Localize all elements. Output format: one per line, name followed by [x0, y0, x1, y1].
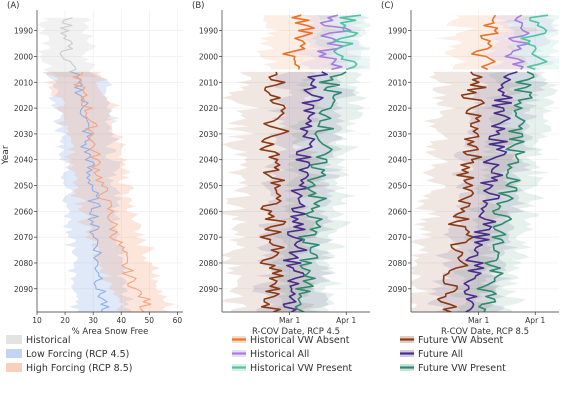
band-low-forcing-rcp-4-5-: [42, 71, 135, 312]
y-tick-label: 2090: [14, 285, 33, 294]
y-tick-label: 1990: [14, 27, 33, 36]
y-tick-label: 2010: [388, 78, 407, 87]
series-line-future-vw-absent: [437, 71, 487, 312]
y-tick-label: 2090: [388, 285, 407, 294]
panel-tag: (A): [7, 1, 19, 11]
y-tick-label: 2020: [388, 104, 407, 113]
legend-label: Historical VW Present: [250, 363, 352, 374]
y-tick-label: 2080: [199, 259, 218, 268]
y-tick-label: 2080: [14, 259, 33, 268]
legend-swatch: [6, 349, 22, 358]
x-tick-label: 10: [32, 316, 42, 325]
band-future-vw-absent: [411, 71, 528, 312]
panel-tag: (C): [381, 1, 394, 11]
plot-area: [37, 17, 176, 312]
series-line-historical-all: [317, 14, 352, 71]
x-axis-label: % Area Snow Free: [72, 327, 149, 337]
y-tick-label: 2020: [199, 104, 218, 113]
y-tick-label: 2000: [14, 52, 33, 61]
x-tick-label: 50: [145, 316, 155, 325]
series-line-high-forcing-rcp-8-5-: [72, 71, 152, 312]
series-line-future-all: [463, 71, 518, 312]
x-tick-label: 30: [88, 316, 98, 325]
series-line-future-all: [282, 71, 328, 312]
legend-label: Historical VW Absent: [250, 335, 350, 346]
y-tick-label: 2070: [199, 233, 218, 242]
legend-label: Historical: [26, 335, 71, 346]
y-axis-label: Year: [1, 145, 11, 165]
y-tick-label: 2060: [14, 207, 33, 216]
x-tick-label: Apr 1: [336, 316, 356, 325]
band-high-forcing-rcp-8-5-: [43, 71, 176, 312]
band-future-vw-absent: [222, 71, 329, 312]
y-tick-label: 2030: [14, 130, 33, 139]
y-tick-label: 2040: [199, 156, 218, 165]
y-tick-label: 2070: [388, 233, 407, 242]
y-tick-label: 2050: [388, 182, 407, 191]
y-tick-label: 2040: [14, 156, 33, 165]
series-line-future-vw-present: [294, 71, 347, 312]
y-tick-label: 2020: [14, 104, 33, 113]
series-line-future-vw-absent: [259, 71, 290, 312]
x-tick-label: Mar 1: [468, 316, 490, 325]
series-line-historical-vw-absent: [471, 14, 499, 71]
y-tick-label: 2060: [199, 207, 218, 216]
plot-area: [411, 14, 559, 312]
panel-A: 1990200020102020203020402050206020702080…: [7, 1, 183, 337]
y-tick-label: 2030: [199, 130, 218, 139]
panel-B: 1990 2000 2010 2020 2030 2040 2050 2060 2070 2080…: [192, 1, 370, 337]
y-tick-label: 2080: [388, 259, 407, 268]
x-tick-label: 40: [116, 316, 126, 325]
legend-swatch: [6, 335, 22, 344]
y-tick-label: 2000: [388, 52, 407, 61]
y-tick-label: 2010: [14, 78, 33, 87]
series-line-historical-all: [504, 14, 531, 70]
panel-C: 1990 2000 2010 2020 2030 2040 2050 2060 2070 2080…: [381, 1, 559, 337]
series-line-historical-vw-present: [520, 14, 549, 71]
x-tick-label: 60: [173, 316, 183, 325]
y-tick-label: 2050: [14, 182, 33, 191]
series-line-low-forcing-rcp-4-5-: [70, 71, 110, 312]
series-line-historical-vw-present: [333, 14, 362, 71]
x-tick-label: Apr 1: [525, 316, 545, 325]
x-tick-label: Mar 1: [279, 316, 301, 325]
band-historical-vw-absent: [436, 15, 539, 70]
plot-area: [222, 14, 370, 312]
y-tick-label: 2010: [199, 78, 218, 87]
panel-tag: (B): [192, 1, 204, 11]
legend-label: Historical All: [250, 349, 309, 360]
band-historical: [37, 17, 101, 78]
y-tick-label: 2050: [199, 182, 218, 191]
series-line-historical: [59, 17, 79, 78]
legend-label: Future All: [418, 349, 463, 360]
legend: Historical Low Forcing (RCP 4.5) High Forc…: [6, 335, 506, 374]
y-tick-label: 2090: [199, 285, 218, 294]
y-tick-label: 1990: [199, 27, 218, 36]
legend-label: Low Forcing (RCP 4.5): [26, 349, 129, 360]
y-tick-label: 1990: [388, 27, 407, 36]
legend-label: Future VW Present: [418, 363, 506, 374]
panels: 1990200020102020203020402050206020702080…: [7, 1, 559, 337]
y-tick-label: 2000: [199, 52, 218, 61]
y-tick-label: 2030: [388, 130, 407, 139]
y-tick-label: 2070: [14, 233, 33, 242]
y-tick-label: 2040: [388, 156, 407, 165]
series-line-historical-vw-absent: [282, 14, 315, 70]
y-tick-label: 2060: [388, 207, 407, 216]
x-tick-label: 20: [60, 316, 70, 325]
legend-label: Future VW Absent: [418, 335, 504, 346]
series-line-future-vw-present: [476, 71, 535, 312]
legend-swatch: [6, 363, 22, 372]
legend-label: High Forcing (RCP 8.5): [26, 363, 132, 374]
x-axis-label: R-COV Date, RCP 8.5: [441, 327, 529, 337]
x-axis-label: R-COV Date, RCP 4.5: [252, 327, 340, 337]
